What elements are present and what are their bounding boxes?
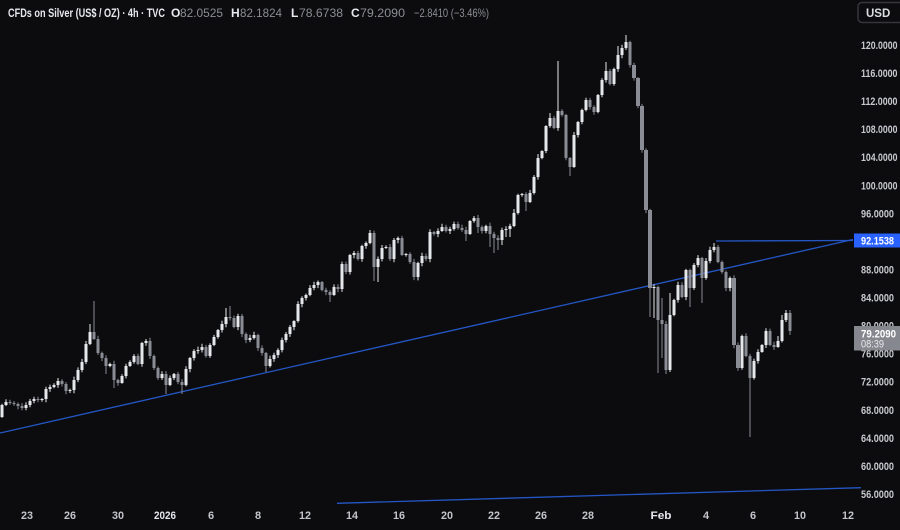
svg-text:72.0000: 72.0000 (861, 377, 894, 389)
svg-text:6: 6 (208, 510, 214, 522)
svg-text:C: C (351, 6, 360, 20)
svg-text:H: H (231, 6, 240, 20)
svg-text:CFDs on Silver (US$ / OZ) · 4h: CFDs on Silver (US$ / OZ) · 4h · TVC (8, 6, 165, 20)
svg-text:116.0000: 116.0000 (861, 68, 898, 80)
svg-text:12: 12 (299, 510, 311, 522)
svg-text:USD: USD (866, 8, 890, 20)
svg-text:68.0000: 68.0000 (861, 405, 894, 417)
svg-text:Feb: Feb (651, 510, 672, 522)
svg-text:2026: 2026 (154, 510, 176, 522)
svg-text:76.0000: 76.0000 (861, 349, 894, 361)
svg-text:12: 12 (842, 510, 854, 522)
svg-text:14: 14 (346, 510, 359, 522)
svg-text:100.0000: 100.0000 (861, 180, 898, 192)
svg-text:26: 26 (535, 510, 547, 522)
svg-text:6: 6 (750, 510, 756, 522)
svg-text:26: 26 (64, 510, 76, 522)
svg-text:20: 20 (441, 510, 453, 522)
svg-text:22: 22 (488, 510, 500, 522)
svg-text:08:39: 08:39 (861, 339, 884, 351)
svg-text:60.0000: 60.0000 (861, 461, 894, 473)
svg-text:23: 23 (21, 510, 33, 522)
svg-text:56.0000: 56.0000 (861, 489, 894, 501)
svg-text:79.2090: 79.2090 (360, 6, 405, 20)
svg-text:82.1824: 82.1824 (240, 6, 282, 20)
svg-text:82.0525: 82.0525 (180, 6, 223, 20)
svg-text:16: 16 (393, 510, 405, 522)
svg-text:108.0000: 108.0000 (861, 124, 898, 136)
svg-text:28: 28 (582, 510, 594, 522)
svg-text:88.0000: 88.0000 (861, 265, 894, 277)
svg-text:64.0000: 64.0000 (861, 433, 894, 445)
svg-text:96.0000: 96.0000 (861, 208, 894, 220)
svg-text:104.0000: 104.0000 (861, 152, 898, 164)
svg-text:112.0000: 112.0000 (861, 96, 898, 108)
svg-text:L: L (291, 6, 298, 20)
svg-text:120.0000: 120.0000 (861, 40, 898, 52)
svg-text:O: O (171, 6, 180, 20)
svg-text:78.6738: 78.6738 (299, 6, 343, 20)
svg-text:8: 8 (255, 510, 261, 522)
svg-text:10: 10 (794, 510, 806, 522)
svg-text:30: 30 (112, 510, 124, 522)
svg-text:84.0000: 84.0000 (861, 293, 894, 305)
svg-text:92.1538: 92.1538 (861, 235, 894, 247)
svg-text:79.2090: 79.2090 (861, 329, 896, 341)
svg-text:4: 4 (703, 510, 710, 522)
svg-text:−2.8410 (−3.46%): −2.8410 (−3.46%) (414, 6, 489, 20)
